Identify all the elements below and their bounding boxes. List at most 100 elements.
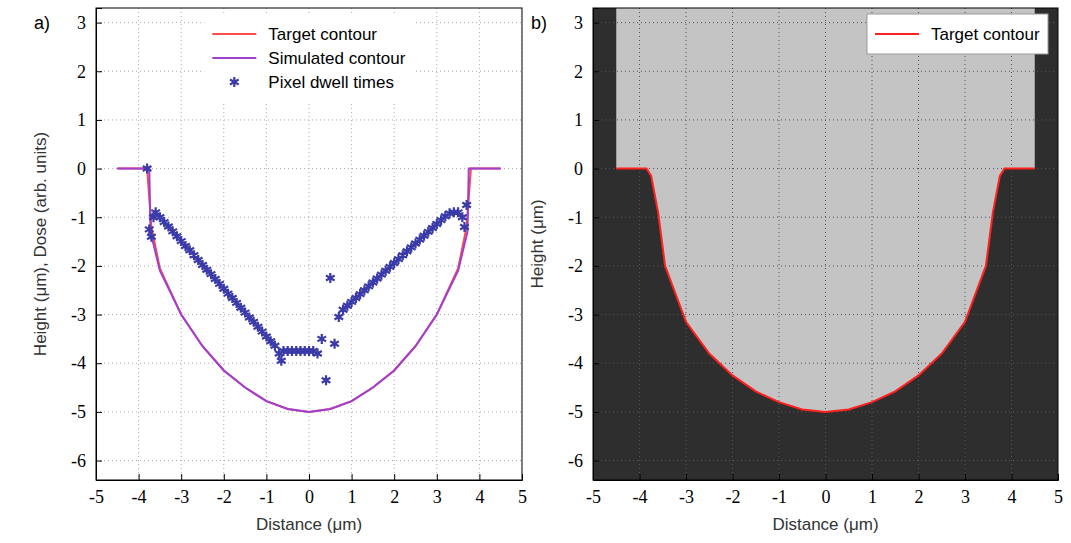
point bbox=[277, 356, 286, 366]
plot-area bbox=[96, 8, 522, 480]
tick-label: -3 bbox=[679, 487, 694, 507]
tick: -1 bbox=[71, 207, 102, 227]
tick-label: -1 bbox=[259, 487, 274, 507]
panel-label: b) bbox=[531, 13, 547, 33]
tick: -1 bbox=[259, 474, 274, 507]
tick: -3 bbox=[568, 305, 599, 325]
grid-line bbox=[639, 8, 640, 480]
grid-line bbox=[479, 8, 480, 480]
grid-line bbox=[918, 8, 919, 480]
tick-mark bbox=[139, 474, 140, 480]
tick-label: -1 bbox=[772, 487, 787, 507]
tick: 2 bbox=[915, 474, 924, 507]
tick-mark bbox=[479, 474, 480, 480]
tick: -3 bbox=[71, 305, 102, 325]
tick-label: -5 bbox=[89, 487, 104, 507]
tick-label: -6 bbox=[568, 451, 583, 471]
tick-mark bbox=[593, 120, 599, 121]
tick-label: -4 bbox=[633, 487, 648, 507]
tick-mark bbox=[593, 363, 599, 364]
legend-label: Pixel dwell times bbox=[268, 73, 394, 92]
tick-mark bbox=[593, 71, 599, 72]
axis-line bbox=[97, 9, 103, 481]
tick-label: 0 bbox=[574, 159, 583, 179]
tick-label: 1 bbox=[348, 487, 357, 507]
tick: 5 bbox=[518, 474, 527, 507]
tick: 5 bbox=[1054, 474, 1063, 507]
tick-label: 3 bbox=[574, 13, 583, 33]
tick-label: 4 bbox=[1008, 487, 1017, 507]
tick: 2 bbox=[390, 474, 399, 507]
tick: -1 bbox=[772, 474, 787, 507]
tick-mark bbox=[593, 315, 599, 316]
tick: -2 bbox=[726, 474, 741, 507]
tick-mark bbox=[96, 217, 102, 218]
tick-mark bbox=[96, 363, 102, 364]
tick: -3 bbox=[174, 474, 189, 507]
tick: -5 bbox=[568, 402, 599, 422]
grid-line bbox=[138, 8, 139, 480]
tick-label: 5 bbox=[518, 487, 527, 507]
tick-mark bbox=[266, 474, 267, 480]
tick-mark bbox=[309, 474, 310, 480]
tick: -4 bbox=[132, 474, 147, 507]
grid-line bbox=[593, 71, 1058, 72]
tick-mark bbox=[96, 412, 102, 413]
grid-line bbox=[732, 8, 733, 480]
tick: 1 bbox=[868, 474, 877, 507]
tick-mark bbox=[181, 474, 182, 480]
tick: 3 bbox=[77, 13, 102, 33]
grid-line bbox=[593, 265, 1058, 266]
tick: 2 bbox=[574, 62, 599, 82]
tick: -2 bbox=[217, 474, 232, 507]
tick-mark bbox=[224, 474, 225, 480]
tick-mark bbox=[733, 474, 734, 480]
point bbox=[313, 348, 322, 358]
tick-mark bbox=[593, 461, 599, 462]
legend: Target contour bbox=[867, 14, 1048, 54]
axis-line bbox=[594, 474, 1059, 481]
tick-mark bbox=[593, 23, 599, 24]
tick-mark bbox=[96, 315, 102, 316]
x-axis-title: Distance (μm) bbox=[256, 515, 362, 534]
grid-line bbox=[593, 119, 1058, 120]
tick-mark bbox=[919, 474, 920, 480]
tick-label: -5 bbox=[586, 487, 601, 507]
tick-label: -3 bbox=[568, 305, 583, 325]
legend-symbol bbox=[212, 57, 256, 59]
tick-label: 2 bbox=[390, 487, 399, 507]
tick-mark bbox=[437, 474, 438, 480]
grid-line bbox=[436, 8, 437, 480]
tick: -5 bbox=[71, 402, 102, 422]
tick: -1 bbox=[568, 207, 599, 227]
tick-label: 0 bbox=[305, 487, 314, 507]
grid-line bbox=[96, 314, 522, 315]
point bbox=[458, 212, 467, 222]
tick-label: -5 bbox=[568, 402, 583, 422]
tick-label: -3 bbox=[71, 305, 86, 325]
tick-label: -6 bbox=[71, 451, 86, 471]
tick: -4 bbox=[71, 353, 102, 373]
tick-mark bbox=[96, 71, 102, 72]
point bbox=[143, 164, 152, 174]
tick-label: 3 bbox=[961, 487, 970, 507]
legend-symbol bbox=[212, 33, 256, 35]
tick-mark bbox=[640, 474, 641, 480]
tick-mark bbox=[593, 412, 599, 413]
grid bbox=[593, 8, 1058, 480]
panel: -5-4-3-2-1012345-6-5-4-3-2-10123Distance… bbox=[31, 8, 527, 534]
legend-box bbox=[867, 14, 1048, 54]
frame bbox=[96, 8, 522, 480]
tick: -2 bbox=[71, 256, 102, 276]
tick-label: -2 bbox=[726, 487, 741, 507]
tick-mark bbox=[522, 474, 523, 480]
plot-area bbox=[593, 8, 1058, 480]
tick-mark bbox=[352, 474, 353, 480]
tick: -4 bbox=[633, 474, 648, 507]
legend-label: Target contour bbox=[931, 25, 1040, 44]
point bbox=[330, 339, 339, 349]
tick-label: 0 bbox=[77, 159, 86, 179]
point bbox=[317, 334, 326, 344]
point bbox=[326, 273, 335, 283]
tick: 0 bbox=[305, 474, 314, 507]
